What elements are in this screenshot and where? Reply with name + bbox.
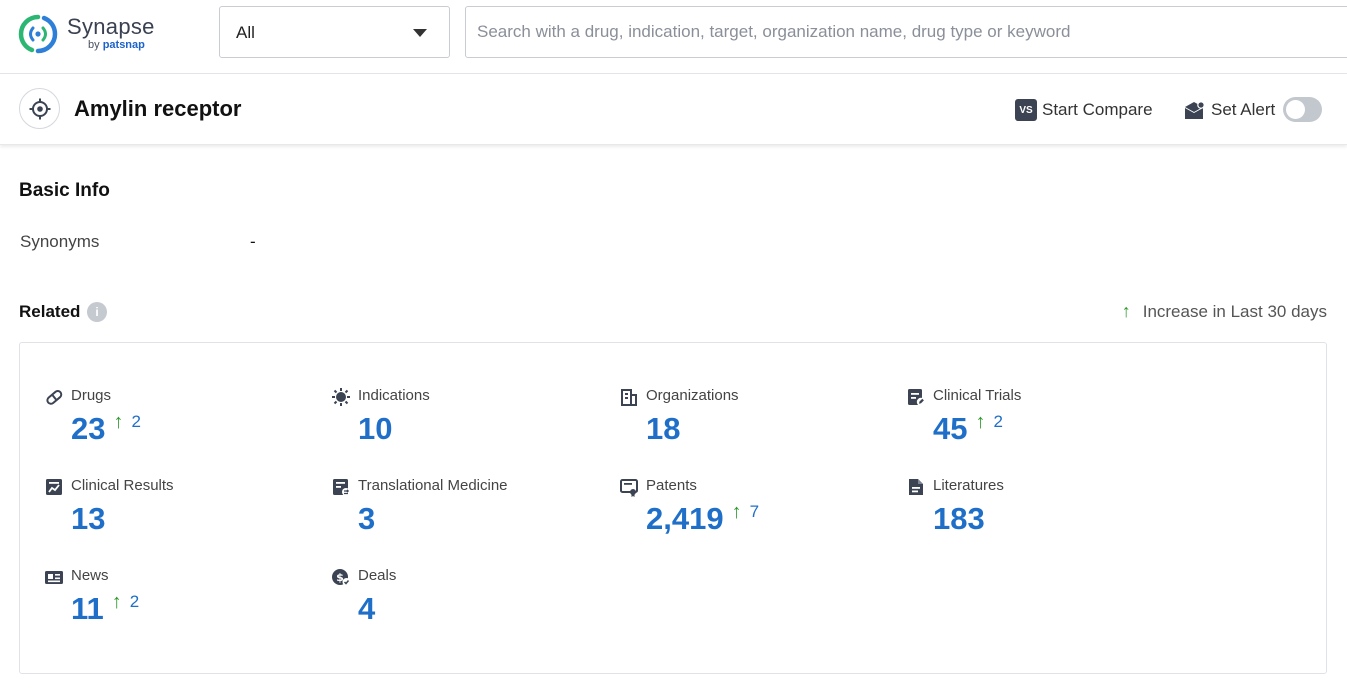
logo-byline: by patsnap <box>88 39 145 51</box>
increase-arrow-icon: ↑ <box>732 501 742 523</box>
stat-value: 11 <box>71 591 104 627</box>
patent-certificate-icon <box>619 477 639 497</box>
newspaper-icon <box>44 567 64 587</box>
increase-arrow-icon: ↑ <box>112 591 122 613</box>
vs-icon: VS <box>1015 99 1037 121</box>
toggle-knob <box>1286 100 1305 119</box>
stat-delta: 2 <box>131 411 140 433</box>
synapse-logo-icon <box>18 14 58 54</box>
increase-arrow-icon: ↑ <box>113 411 123 433</box>
basic-info-title: Basic Info <box>19 180 110 202</box>
stat-value: 10 <box>358 411 392 447</box>
stat-label: Translational Medicine <box>358 477 508 494</box>
doc-arrows-icon <box>331 477 351 497</box>
stat-label: News <box>71 567 109 584</box>
stat-organizations[interactable]: Organizations 18 <box>619 385 879 465</box>
stat-value: 183 <box>933 501 985 537</box>
stat-label: Organizations <box>646 387 739 404</box>
search-scope-select[interactable]: All <box>219 6 450 58</box>
stat-label: Deals <box>358 567 396 584</box>
stat-clinical-results[interactable]: Clinical Results 13 <box>44 475 304 555</box>
stat-patents[interactable]: Patents 2,419 ↑ 7 <box>619 475 879 555</box>
stat-value: 2,419 <box>646 501 724 537</box>
synonyms-value: - <box>250 232 256 252</box>
set-alert-button[interactable]: Set Alert <box>1184 98 1275 122</box>
chart-doc-icon <box>44 477 64 497</box>
set-alert-label: Set Alert <box>1211 100 1275 120</box>
logo-by-prefix: by <box>88 39 100 51</box>
increase-arrow-icon: ↑ <box>975 411 985 433</box>
stat-clinical-trials[interactable]: Clinical Trials 45 ↑ 2 <box>906 385 1166 465</box>
top-bar: Synapse by patsnap All <box>0 0 1347 74</box>
start-compare-label: Start Compare <box>1042 100 1153 120</box>
caret-down-icon <box>413 29 427 37</box>
stat-delta: 7 <box>750 501 759 523</box>
stat-label: Indications <box>358 387 430 404</box>
stat-value: 4 <box>358 591 375 627</box>
stat-value: 13 <box>71 501 105 537</box>
stat-label: Clinical Results <box>71 477 174 494</box>
stat-label: Patents <box>646 477 697 494</box>
stat-value: 18 <box>646 411 680 447</box>
deal-coin-icon: $ <box>331 567 351 587</box>
stat-label: Drugs <box>71 387 111 404</box>
stat-translational-medicine[interactable]: Translational Medicine 3 <box>331 475 591 555</box>
stat-delta: 2 <box>993 411 1002 433</box>
increase-arrow-icon: ↑ <box>1122 301 1131 322</box>
pill-icon <box>44 387 64 407</box>
document-icon <box>906 477 926 497</box>
stat-value: 23 <box>71 411 105 447</box>
synonyms-label: Synonyms <box>20 232 99 252</box>
stat-drugs[interactable]: Drugs 23 ↑ 2 <box>44 385 304 465</box>
increase-legend-label: Increase in Last 30 days <box>1143 302 1327 322</box>
stat-deals[interactable]: $ Deals 4 <box>331 565 591 645</box>
target-header: Amylin receptor VS Start Compare Set Ale… <box>0 74 1347 145</box>
info-icon[interactable]: i <box>87 302 107 322</box>
stat-label: Clinical Trials <box>933 387 1021 404</box>
stat-literatures[interactable]: Literatures 183 <box>906 475 1166 555</box>
virus-icon <box>331 387 351 407</box>
search-scope-value: All <box>236 23 255 43</box>
synapse-logo[interactable]: Synapse by patsnap <box>18 12 168 56</box>
related-stats-panel: Drugs 23 ↑2 Indications 10 Organizations… <box>19 342 1327 674</box>
stat-label: Literatures <box>933 477 1004 494</box>
stat-value: 45 <box>933 411 967 447</box>
building-icon <box>619 387 639 407</box>
stat-delta: 2 <box>130 591 139 613</box>
logo-name: Synapse <box>67 14 155 40</box>
stat-value: 3 <box>358 501 375 537</box>
related-title: Related <box>19 302 80 322</box>
alert-mail-icon <box>1184 101 1205 120</box>
increase-legend: ↑ Increase in Last 30 days <box>1122 301 1327 322</box>
search-input[interactable] <box>465 6 1347 58</box>
alert-toggle[interactable] <box>1283 97 1322 122</box>
logo-by-company: patsnap <box>103 39 145 51</box>
stat-news[interactable]: News 11 ↑ 2 <box>44 565 304 645</box>
target-crosshair-icon <box>19 88 60 129</box>
clipboard-edit-icon <box>906 387 926 407</box>
start-compare-button[interactable]: VS Start Compare <box>1015 98 1153 122</box>
page-title: Amylin receptor <box>74 96 242 122</box>
stat-indications[interactable]: Indications 10 <box>331 385 591 465</box>
